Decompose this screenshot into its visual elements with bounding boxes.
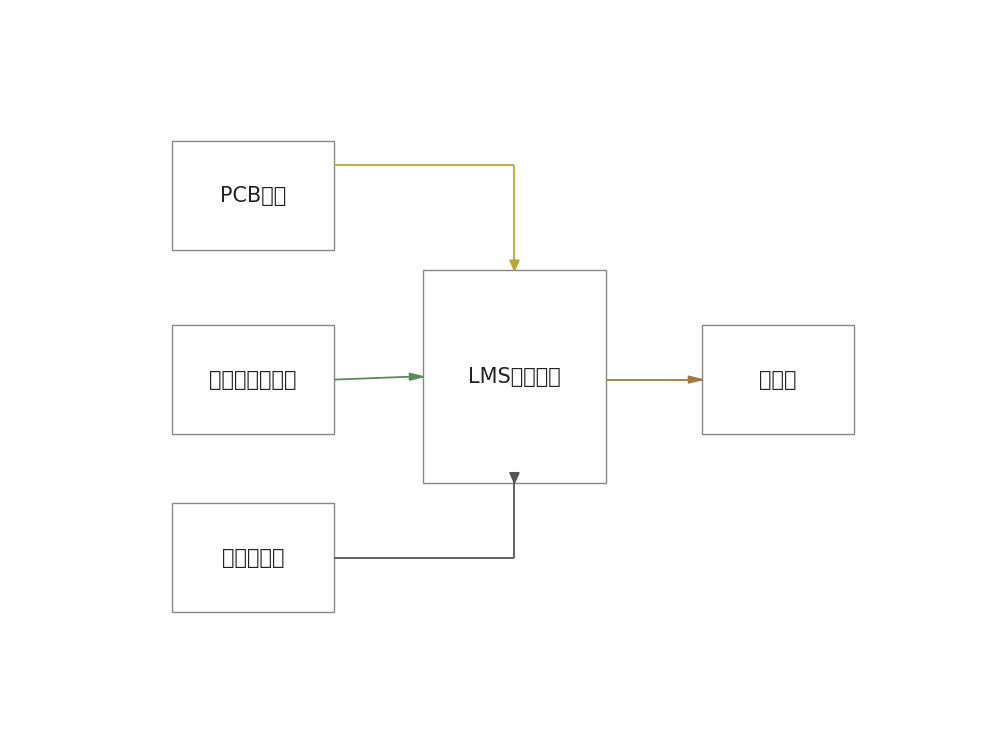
Bar — [172, 503, 334, 612]
Text: 振动台激振系统: 振动台激振系统 — [209, 369, 297, 389]
Bar — [702, 325, 854, 434]
Text: LMS测试系统: LMS测试系统 — [468, 367, 561, 386]
Bar — [423, 271, 606, 483]
Text: 工作站: 工作站 — [759, 369, 797, 389]
Polygon shape — [510, 473, 519, 483]
Bar — [172, 325, 334, 434]
Polygon shape — [688, 376, 702, 383]
Polygon shape — [510, 260, 519, 271]
Text: 激光传感器: 激光传感器 — [222, 548, 284, 568]
Bar — [172, 141, 334, 251]
Text: PCB力锤: PCB力锤 — [220, 186, 286, 206]
Polygon shape — [409, 373, 423, 380]
